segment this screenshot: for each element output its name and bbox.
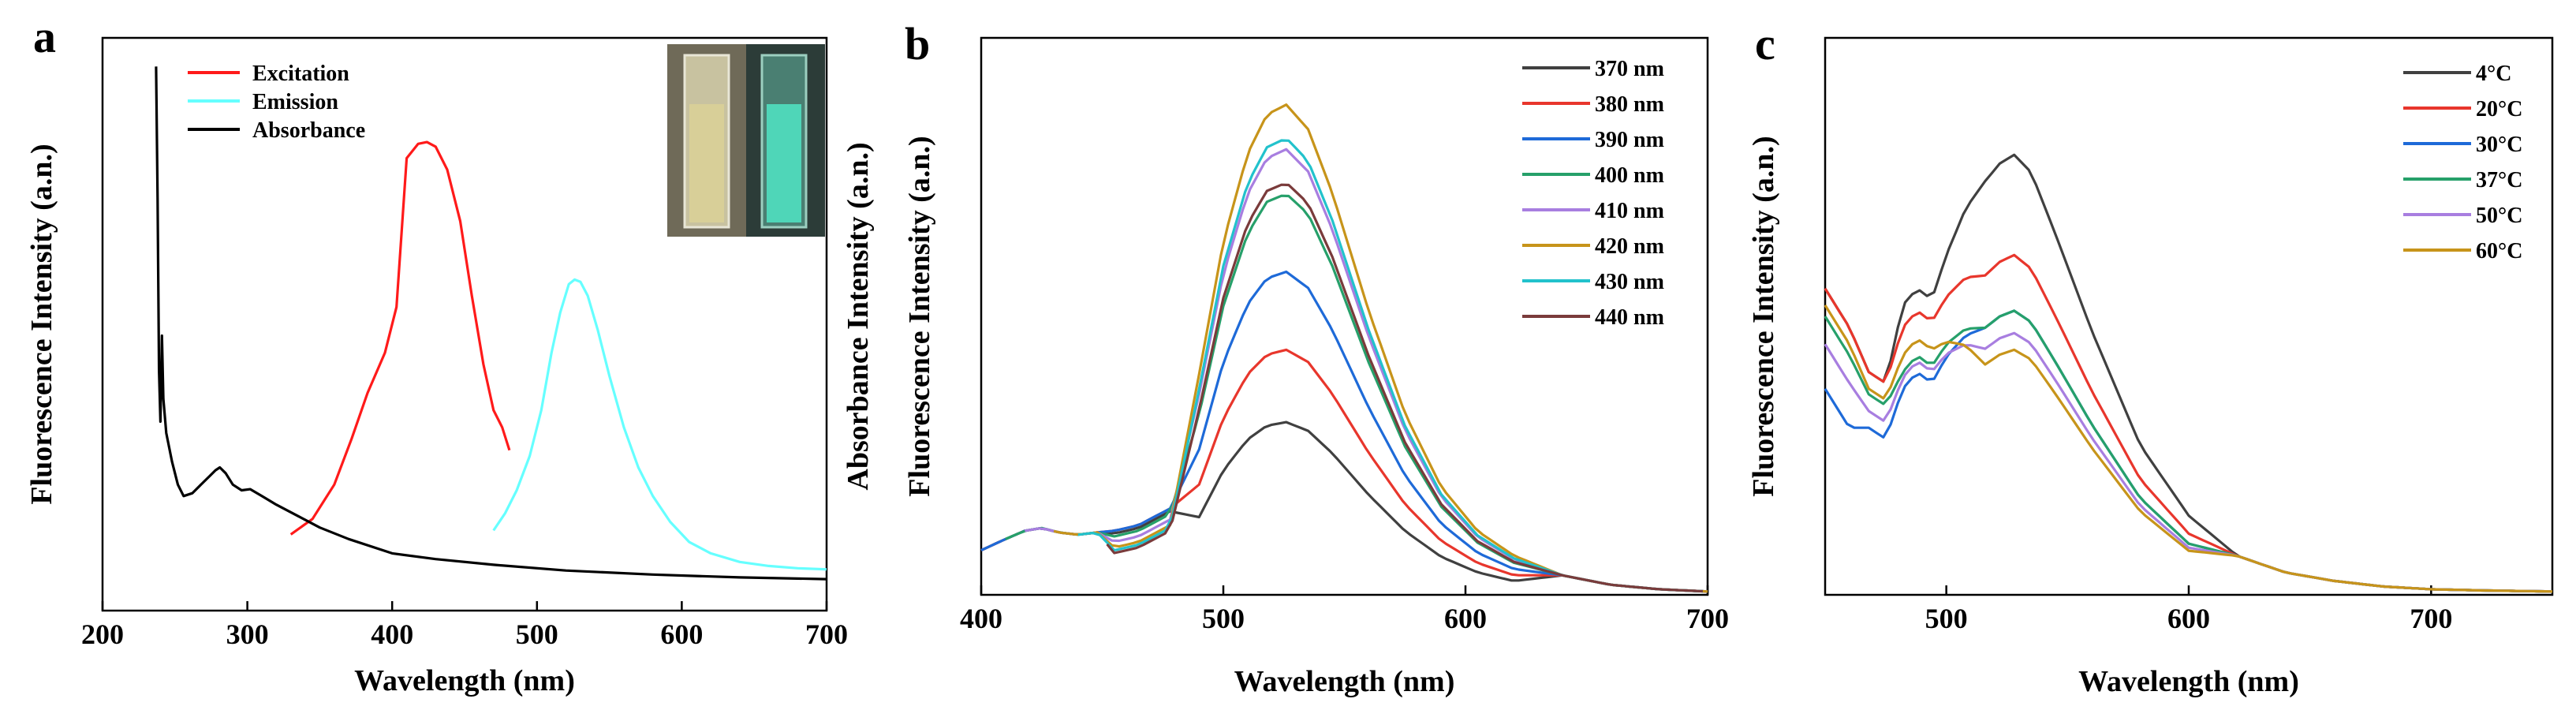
series-line-380-nm [980,348,1708,593]
series-line-4-c [1824,153,2553,593]
x-tick-label: 600 [660,618,703,650]
legend-label: 400 nm [1595,163,1664,188]
plot-frame [101,36,828,612]
legend: 370 nm 380 nm 390 nm 400 nm 410 nm 420 nm 430 … [1522,57,1664,330]
cuvette-left-liquid [689,104,724,222]
legend: 4°C 20°C 30°C 37°C 50°C 60°C [2403,62,2522,263]
legend-label: 60°C [2476,239,2522,263]
series-line-50-c [1824,331,2553,593]
x-tick-label: 700 [2410,603,2452,634]
series-line-370-nm [980,420,1708,593]
x-tick-label: 500 [1925,603,1968,634]
x-tick-label: 200 [81,618,124,650]
series-line-emission [492,278,827,571]
plot-frame [980,36,1709,596]
series-line-20-c [1824,253,2553,593]
legend-label: 37°C [2476,168,2522,192]
series-line-440-nm [1106,183,1703,593]
legend-label: Absorbance [252,118,365,143]
panel-a: a 200 300 400 500 600 700 Wavelength (nm) Fluore… [25,11,848,697]
y-axis-title: Fluorescence Intensity (a.n.) [903,136,936,496]
x-tick-label: 500 [1202,603,1245,634]
y-axis-title: Fluorescence Intensity (a.n.) [1747,136,1780,496]
legend-label: 430 nm [1595,270,1664,294]
legend-label: 440 nm [1595,305,1664,330]
panel-b: b 400 500 600 700 Wavelength (nm) Absorbance I… [842,18,1729,698]
series-line-excitation [289,140,511,536]
x-tick-label: 400 [960,603,1002,634]
cuvette-right-liquid [767,104,801,222]
x-tick-label: 600 [2167,603,2210,634]
x-tick-label: 600 [1444,603,1487,634]
x-tick-label: 500 [516,618,558,650]
x-tick-label: 400 [371,618,413,650]
legend-label: 390 nm [1595,128,1664,152]
legend-label: 30°C [2476,133,2522,157]
legend-label: 4°C [2476,62,2511,86]
series-line-60-c [1824,305,2553,593]
legend-label: 380 nm [1595,92,1664,117]
legend: Excitation Emission Absorbance [188,62,365,143]
panel-letter: a [33,11,56,62]
inset-photo [667,44,825,237]
legend-label: 410 nm [1595,199,1664,223]
x-tick-label: 700 [1686,603,1729,634]
x-axis-title: Wavelength (nm) [354,664,575,697]
x-tick-label: 700 [805,618,848,650]
y-axis-title: Absorbance Intensity (a.n.) [842,142,875,490]
legend-label: Emission [252,90,338,114]
legend-label: 20°C [2476,97,2522,121]
x-axis-title: Wavelength (nm) [1234,665,1455,698]
x-axis-title: Wavelength (nm) [2078,665,2299,698]
panel-c: c 500 600 700 Wavelength (nm) Fluorescence In… [1747,18,2554,698]
legend-label: Excitation [252,62,349,86]
series-line-absorbance [155,66,827,581]
legend-label: 50°C [2476,204,2522,228]
legend-label: 420 nm [1595,234,1664,259]
x-tick-label: 300 [226,618,269,650]
panel-letter: b [905,18,930,69]
panel-letter: c [1755,18,1775,69]
y-axis-title: Fluorescence Intensity (a.n.) [25,144,58,504]
legend-label: 370 nm [1595,57,1664,81]
